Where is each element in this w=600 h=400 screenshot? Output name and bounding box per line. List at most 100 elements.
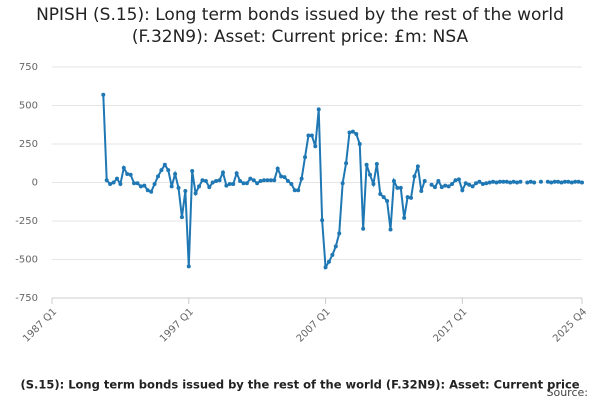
point — [340, 181, 345, 186]
point — [528, 179, 533, 184]
point — [282, 175, 287, 180]
point — [190, 168, 195, 173]
point — [296, 188, 301, 193]
y-tick-label: 750 — [19, 62, 38, 73]
point — [111, 180, 116, 185]
point — [145, 188, 150, 193]
point — [456, 177, 461, 182]
point — [200, 178, 205, 183]
point — [549, 180, 554, 185]
point — [299, 176, 304, 181]
point — [525, 180, 530, 185]
point — [538, 179, 543, 184]
point — [104, 178, 109, 183]
point — [508, 180, 513, 185]
x-tick-label: 2025 Q4 — [551, 306, 589, 344]
x-axis-title: (S.15): Long term bonds issued by the re… — [20, 378, 579, 392]
point — [227, 182, 232, 187]
point — [234, 171, 239, 176]
point — [183, 188, 188, 193]
point — [132, 181, 137, 186]
y-tick-label: 500 — [19, 101, 38, 112]
point — [422, 178, 427, 183]
point — [446, 184, 451, 189]
point — [255, 181, 260, 186]
point — [292, 188, 297, 193]
point — [244, 181, 249, 186]
point — [306, 133, 311, 138]
point — [412, 174, 417, 179]
point — [323, 265, 328, 270]
point — [248, 176, 253, 181]
y-tick-label: -500 — [15, 255, 38, 266]
point — [487, 180, 492, 185]
point — [344, 161, 349, 166]
point — [453, 178, 458, 183]
point — [275, 166, 280, 171]
point — [337, 231, 342, 236]
point — [238, 178, 243, 183]
point — [562, 179, 567, 184]
point — [114, 176, 119, 181]
point — [262, 178, 266, 183]
point — [279, 174, 284, 179]
point — [474, 181, 478, 186]
point — [303, 155, 308, 160]
point — [330, 252, 335, 257]
point — [385, 198, 390, 203]
point — [203, 178, 208, 183]
point — [436, 178, 441, 183]
point — [559, 180, 564, 185]
point — [391, 178, 396, 183]
point — [439, 185, 444, 190]
x-tick-label: 1987 Q1 — [21, 306, 59, 344]
point — [309, 133, 314, 138]
point — [580, 180, 584, 185]
point — [491, 179, 496, 184]
point — [265, 178, 270, 183]
point — [268, 178, 273, 183]
point — [556, 179, 561, 184]
point — [159, 168, 164, 173]
point — [429, 182, 434, 187]
point — [501, 179, 506, 184]
point — [470, 184, 475, 189]
point — [566, 179, 571, 184]
point — [552, 179, 557, 184]
point — [504, 179, 509, 184]
point — [573, 179, 578, 184]
point — [484, 181, 489, 186]
point — [368, 172, 372, 177]
point — [173, 172, 178, 177]
point — [364, 162, 369, 167]
point — [511, 179, 516, 184]
point — [326, 259, 331, 264]
point — [378, 192, 383, 197]
point — [241, 181, 246, 186]
point — [480, 182, 485, 187]
point — [101, 92, 106, 97]
point — [313, 144, 318, 149]
point — [333, 244, 338, 249]
point — [361, 226, 366, 231]
point — [217, 178, 222, 183]
point — [395, 185, 400, 190]
point — [450, 182, 455, 187]
point — [371, 182, 376, 187]
point — [374, 162, 379, 167]
point — [210, 180, 215, 185]
point — [251, 178, 256, 183]
point — [402, 215, 407, 220]
point — [494, 180, 499, 185]
point — [118, 182, 123, 187]
point — [405, 195, 410, 200]
point — [388, 227, 393, 232]
point — [354, 131, 359, 136]
point — [224, 183, 229, 188]
point — [398, 185, 403, 190]
point — [467, 182, 472, 187]
point — [166, 168, 171, 173]
point — [138, 184, 143, 189]
y-tick-label: -250 — [15, 216, 38, 227]
